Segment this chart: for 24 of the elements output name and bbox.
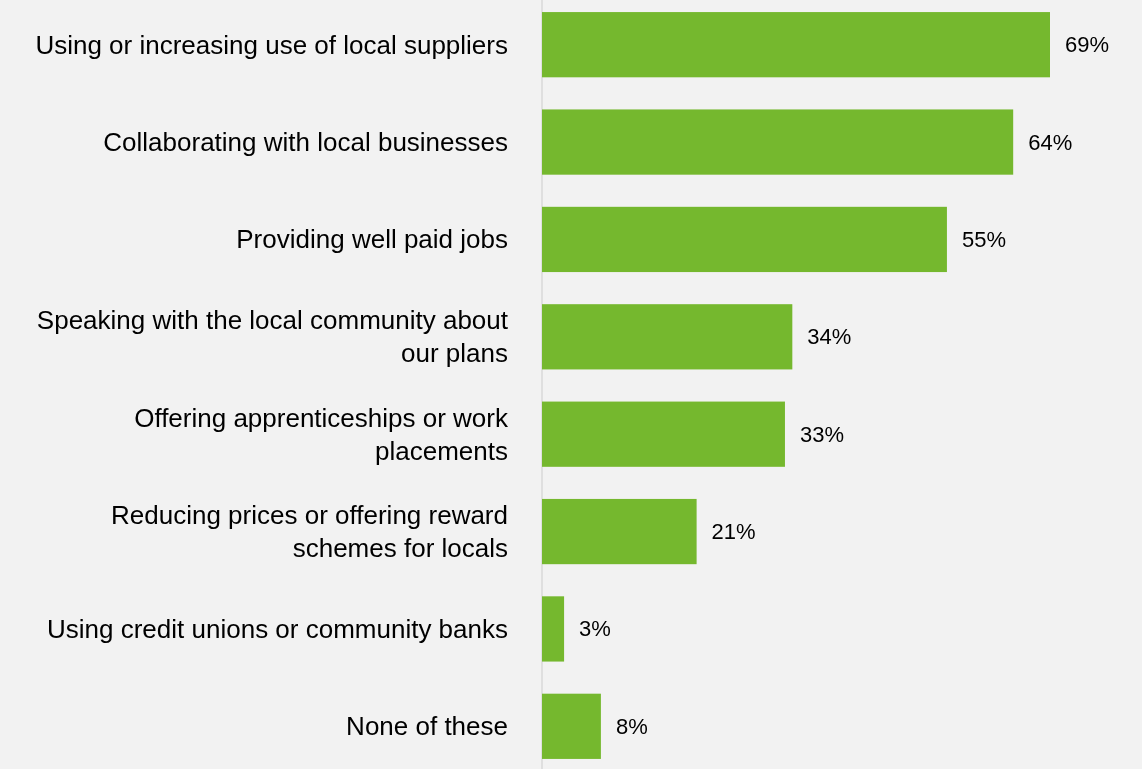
bar — [542, 12, 1050, 78]
y-tick-label: Offering apprenticeships or work placements — [134, 402, 509, 466]
y-tick-label: Reducing prices or offering reward schemes for locals — [111, 500, 508, 564]
data-label: 34% — [807, 324, 852, 350]
y-tick-label: Collaborating with local businesses — [103, 127, 508, 158]
bar — [542, 109, 1014, 175]
bar — [542, 304, 793, 370]
data-label: 21% — [711, 519, 756, 545]
bar — [542, 693, 601, 759]
bar — [542, 206, 947, 273]
bar — [542, 401, 785, 467]
data-label: 55% — [961, 226, 1006, 252]
data-label: 69% — [1065, 32, 1110, 58]
data-label: 8% — [615, 713, 648, 739]
data-label: 33% — [799, 421, 844, 447]
data-label: 3% — [579, 616, 611, 642]
y-tick-label: Using or increasing use of local suppliers — [35, 29, 508, 60]
y-tick-label: Speaking with the local community about our plans — [36, 305, 509, 369]
y-tick-label: Providing well paid jobs — [236, 224, 508, 255]
bar — [542, 596, 565, 662]
y-tick-label: Using credit unions or community banks — [47, 613, 508, 644]
y-tick-label: None of these — [346, 711, 508, 742]
data-label: 64% — [1028, 129, 1073, 155]
bar — [542, 498, 697, 565]
